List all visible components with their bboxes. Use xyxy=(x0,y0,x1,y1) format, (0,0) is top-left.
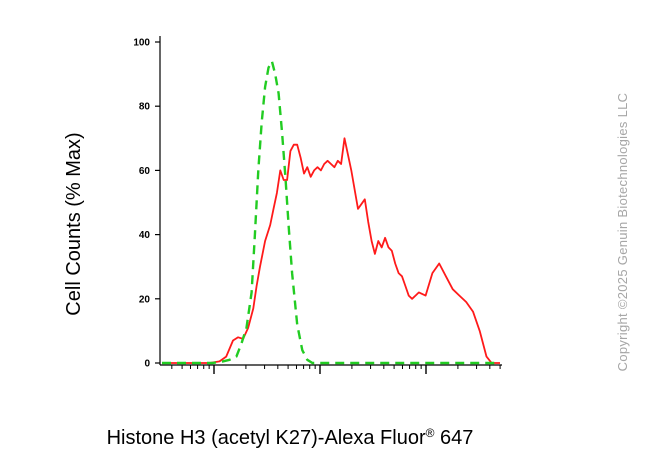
y-ticks: 0 20 40 60 80 100 xyxy=(133,38,160,370)
series-group xyxy=(162,60,500,365)
y-axis-title: Cell Counts (% Max) xyxy=(63,132,85,315)
y-tick-label: 80 xyxy=(139,102,151,113)
axes xyxy=(159,36,502,366)
copyright-watermark: Copyright ©2025 Genuin Biotechnologies L… xyxy=(615,92,630,372)
y-tick-label: 60 xyxy=(139,166,151,177)
y-tick-label: 0 xyxy=(144,359,150,370)
x-ticks xyxy=(171,365,501,374)
control-histogram-line xyxy=(162,60,500,365)
y-tick-label: 40 xyxy=(139,230,151,241)
x-axis-title-end: 647 xyxy=(434,427,474,449)
y-tick-label: 100 xyxy=(133,38,150,49)
stained-histogram-line xyxy=(162,137,500,364)
x-axis-title: Histone H3 (acetyl K27)-Alexa Fluor® 647 xyxy=(0,426,580,450)
y-tick-label: 20 xyxy=(139,294,151,305)
x-axis-title-main: Histone H3 (acetyl K27)-Alexa Fluor xyxy=(106,427,426,449)
registered-mark: ® xyxy=(425,426,435,440)
